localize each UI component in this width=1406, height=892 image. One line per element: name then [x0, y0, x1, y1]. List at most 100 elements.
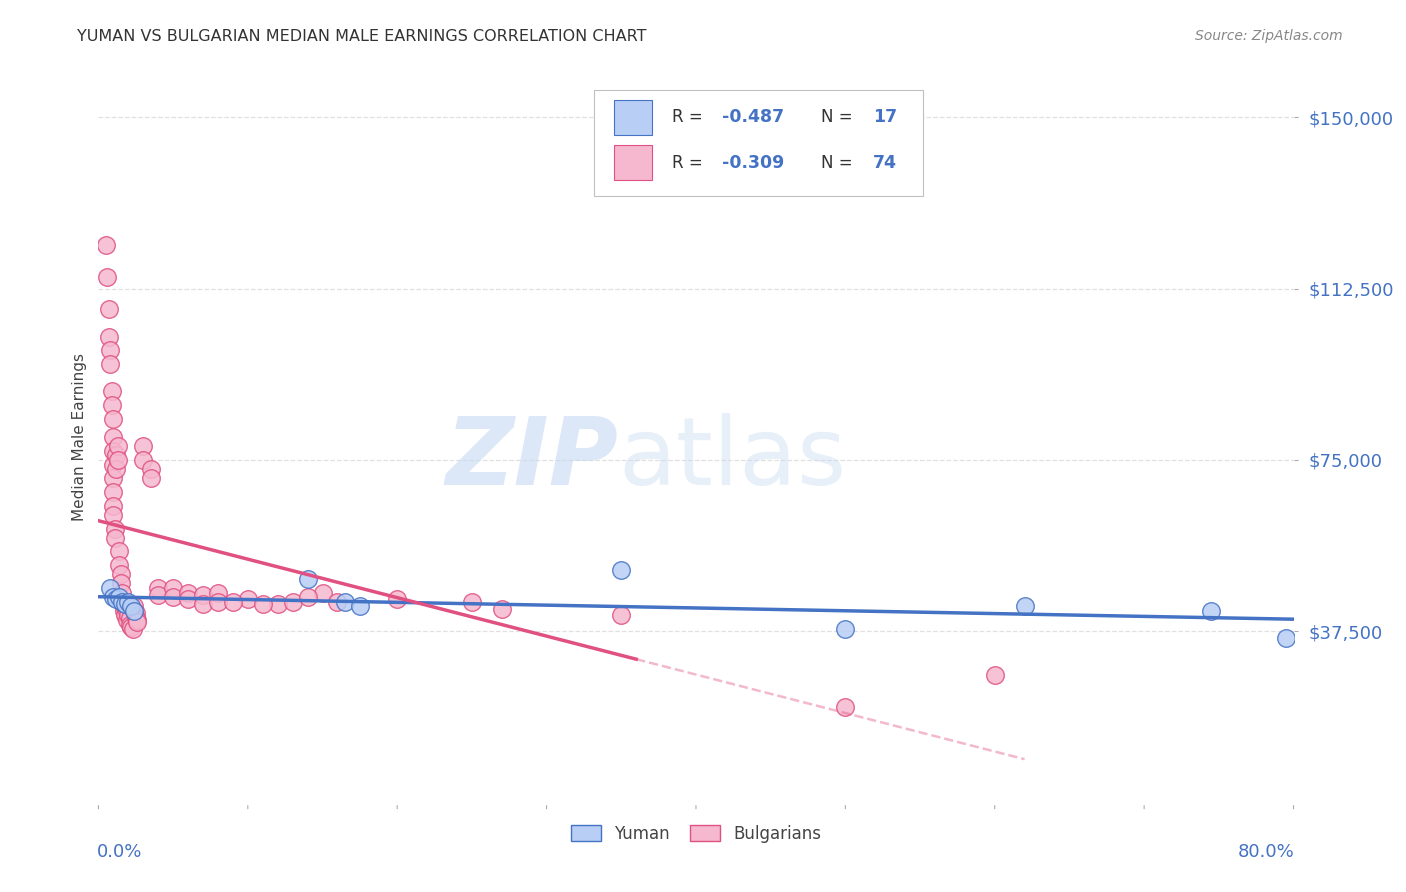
Point — [121, 622, 143, 636]
Point — [120, 620, 142, 634]
Point — [124, 604, 146, 618]
Point — [108, 590, 131, 604]
Point — [207, 594, 229, 608]
Text: N =: N = — [821, 109, 858, 127]
Point — [104, 521, 127, 535]
Point — [127, 613, 149, 627]
Point — [191, 597, 214, 611]
Point — [114, 599, 136, 614]
Point — [267, 597, 290, 611]
Point — [117, 597, 139, 611]
Point — [297, 590, 319, 604]
Point — [252, 597, 274, 611]
Text: Source: ZipAtlas.com: Source: ZipAtlas.com — [1195, 29, 1343, 43]
Point — [610, 563, 633, 577]
Text: N =: N = — [821, 153, 858, 172]
Point — [111, 585, 134, 599]
Point — [111, 594, 134, 608]
Point — [281, 594, 304, 608]
Point — [96, 270, 118, 285]
Point — [834, 699, 856, 714]
Point — [148, 581, 170, 595]
Text: R =: R = — [672, 109, 709, 127]
Point — [118, 617, 141, 632]
Point — [125, 610, 148, 624]
Point — [114, 597, 136, 611]
Point — [103, 430, 125, 444]
Point — [98, 357, 122, 371]
Point — [162, 590, 184, 604]
Point — [117, 594, 139, 608]
Point — [297, 572, 319, 586]
Point — [1014, 599, 1036, 614]
Point — [115, 613, 138, 627]
Text: 17: 17 — [873, 109, 897, 127]
Point — [124, 604, 146, 618]
Point — [94, 238, 117, 252]
Point — [108, 558, 131, 573]
Text: R =: R = — [672, 153, 709, 172]
FancyBboxPatch shape — [595, 90, 922, 195]
Point — [1201, 604, 1223, 618]
Point — [103, 411, 125, 425]
Point — [177, 585, 200, 599]
Point — [114, 608, 136, 623]
Point — [125, 606, 148, 620]
Point — [111, 594, 134, 608]
Point — [112, 599, 135, 614]
Point — [112, 604, 135, 618]
Point — [326, 594, 349, 608]
Point — [191, 588, 214, 602]
FancyBboxPatch shape — [613, 100, 652, 135]
Point — [103, 499, 125, 513]
Text: atlas: atlas — [619, 413, 846, 505]
Point — [98, 581, 122, 595]
Point — [108, 544, 131, 558]
Point — [491, 601, 513, 615]
Point — [132, 439, 155, 453]
Point — [1275, 632, 1298, 646]
Text: YUMAN VS BULGARIAN MEDIAN MALE EARNINGS CORRELATION CHART: YUMAN VS BULGARIAN MEDIAN MALE EARNINGS … — [77, 29, 647, 44]
Point — [236, 592, 259, 607]
Point — [222, 594, 245, 608]
Point — [610, 608, 633, 623]
Text: 74: 74 — [873, 153, 897, 172]
Point — [162, 581, 184, 595]
Point — [311, 585, 333, 599]
Point — [984, 667, 1007, 681]
Point — [97, 329, 120, 343]
FancyBboxPatch shape — [613, 145, 652, 180]
Point — [103, 458, 125, 472]
Point — [127, 615, 149, 630]
Point — [101, 398, 124, 412]
Y-axis label: Median Male Earnings: Median Male Earnings — [72, 353, 87, 521]
Point — [98, 343, 122, 358]
Point — [103, 590, 125, 604]
Text: -0.309: -0.309 — [723, 153, 785, 172]
Point — [115, 604, 138, 618]
Point — [105, 462, 128, 476]
Point — [349, 599, 371, 614]
Point — [148, 588, 170, 602]
Point — [139, 462, 162, 476]
Point — [105, 592, 128, 607]
Point — [103, 484, 125, 499]
Point — [117, 608, 139, 623]
Point — [103, 508, 125, 522]
Legend: Yuman, Bulgarians: Yuman, Bulgarians — [564, 818, 828, 849]
Point — [177, 592, 200, 607]
Point — [104, 531, 127, 545]
Point — [139, 471, 162, 485]
Text: -0.487: -0.487 — [723, 109, 785, 127]
Point — [120, 599, 142, 614]
Point — [207, 585, 229, 599]
Point — [103, 443, 125, 458]
Point — [461, 594, 484, 608]
Point — [118, 610, 141, 624]
Text: ZIP: ZIP — [446, 413, 619, 505]
Point — [124, 599, 146, 614]
Point — [103, 471, 125, 485]
Text: 80.0%: 80.0% — [1237, 843, 1295, 861]
Point — [333, 594, 356, 608]
Point — [101, 384, 124, 399]
